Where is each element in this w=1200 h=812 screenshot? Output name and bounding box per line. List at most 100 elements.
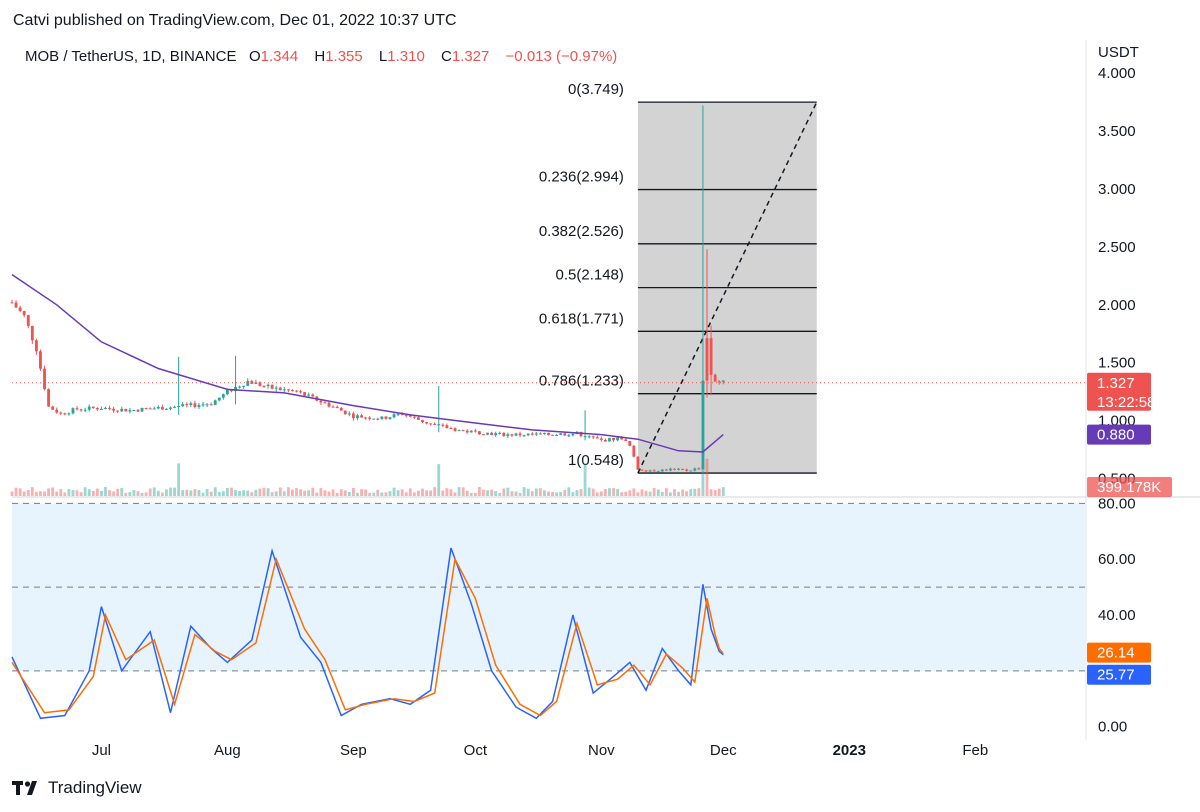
candle-body	[55, 409, 59, 413]
candle-body	[656, 471, 660, 473]
candle-body	[400, 413, 404, 415]
candle-body	[376, 418, 380, 420]
price-tick-label: 4.000	[1098, 65, 1136, 82]
volume-bar	[213, 487, 217, 496]
price-unit-label: USDT	[1098, 44, 1139, 61]
candle-body	[608, 438, 611, 442]
volume-bar	[473, 492, 477, 496]
volume-bar	[234, 490, 237, 496]
close-value: 1.327	[451, 48, 490, 65]
candle-body	[441, 424, 445, 426]
tradingview-brand[interactable]: TradingView	[12, 778, 142, 798]
candle-body	[543, 432, 546, 434]
candle-body	[278, 387, 282, 391]
candle-body	[250, 380, 254, 384]
volume-bar	[193, 489, 197, 496]
volume-bar	[713, 490, 717, 496]
volume-bar	[144, 492, 148, 496]
candle-body	[177, 406, 181, 408]
candle-body	[67, 413, 71, 415]
volume-bar	[656, 489, 660, 496]
symbol-name[interactable]: MOB / TetherUS, 1D, BINANCE	[25, 48, 237, 65]
volume-bar	[697, 488, 701, 496]
rsi-line	[11, 556, 724, 717]
volume-bar	[274, 491, 278, 496]
candle-body	[421, 419, 424, 423]
rsi-panel	[12, 502, 1085, 672]
volume-bar	[636, 492, 640, 496]
volume-bar	[59, 489, 63, 496]
price-tick-label: 3.500	[1098, 123, 1136, 140]
candle-body	[465, 430, 469, 433]
candle-body	[514, 433, 518, 436]
candle-body	[689, 470, 693, 472]
candle-body	[673, 468, 676, 470]
candle-body	[87, 406, 91, 410]
candle-body	[693, 468, 697, 471]
volume-bar	[547, 491, 550, 496]
candle-body	[160, 406, 164, 410]
volume-bar	[323, 490, 327, 496]
volume-bar	[160, 492, 164, 496]
volume-bar	[388, 491, 392, 496]
volume-bar	[469, 492, 473, 496]
volume-bar	[664, 488, 668, 496]
candle-body	[705, 338, 709, 381]
candle-body	[197, 405, 201, 407]
candle-body	[599, 438, 603, 440]
volume-bar	[681, 489, 685, 496]
candle-body	[555, 434, 559, 436]
volume-bar	[595, 492, 599, 496]
fib-level-label: 0.382(2.526)	[539, 223, 624, 240]
volume-bar	[327, 491, 331, 496]
rsi-k-tag-text: 25.77	[1097, 667, 1135, 684]
candle-body	[63, 413, 67, 415]
candle-body	[311, 394, 315, 397]
candle-body	[502, 432, 506, 436]
candle-body	[368, 417, 372, 419]
volume-bar	[490, 489, 494, 496]
candle-body	[384, 416, 388, 419]
volume-bar	[181, 490, 185, 496]
volume-bar	[99, 490, 103, 496]
volume-bar	[34, 491, 38, 496]
current-price-tag-text: 1.327	[1097, 375, 1135, 392]
volume-bar	[331, 489, 335, 496]
candle-body	[652, 470, 656, 472]
volume-bar	[356, 492, 359, 496]
rsi-tick-label: 0.00	[1098, 719, 1127, 736]
candle-body	[534, 433, 538, 435]
volume-bar	[343, 490, 347, 496]
candle-body	[213, 400, 217, 405]
rsi-tick-label: 40.00	[1098, 607, 1136, 624]
volume-bar	[254, 489, 258, 496]
candle-body	[347, 413, 351, 415]
volume-bar	[486, 490, 489, 496]
high-label: H	[314, 48, 326, 65]
volume-bar	[71, 490, 75, 496]
time-tick-label: Oct	[464, 742, 488, 759]
volume-bar	[22, 491, 26, 496]
candle-body	[295, 390, 298, 392]
candle-body	[721, 380, 725, 382]
volume-bar	[156, 490, 160, 496]
volume-bar	[169, 487, 172, 496]
volume-bar	[506, 487, 510, 496]
volume-bar	[368, 492, 372, 496]
current-price-tag: 1.327 13:22:58	[1087, 372, 1155, 411]
candle-body	[104, 407, 107, 409]
volume-bar	[498, 492, 502, 496]
candle-body	[717, 381, 721, 383]
candle-body	[681, 468, 685, 470]
candle-body	[559, 433, 563, 435]
volume-bar	[120, 488, 124, 496]
candle-body	[246, 380, 250, 386]
volume-bar	[372, 492, 376, 496]
open-value: 1.344	[260, 48, 299, 65]
candle-body	[506, 434, 510, 436]
volume-bar	[291, 489, 294, 496]
fibonacci-retracement[interactable]: 0(3.749) 0.236(2.994) 0.382(2.526) 0.5(2.14…	[539, 81, 818, 474]
volume-bar	[559, 492, 563, 496]
candle-body	[603, 439, 607, 442]
